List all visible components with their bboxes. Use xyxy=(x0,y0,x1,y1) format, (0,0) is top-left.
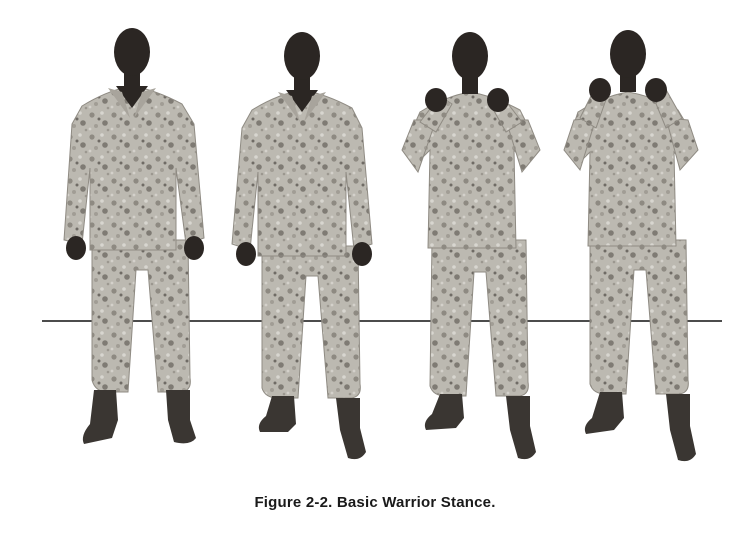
stance-figure-2 xyxy=(231,32,373,460)
stance-figure-1 xyxy=(63,28,205,444)
stance-figure-3 xyxy=(401,32,541,460)
figure-caption: Figure 2-2. Basic Warrior Stance. xyxy=(254,494,496,511)
stance-figure-4 xyxy=(563,30,699,462)
warrior-stance-figure xyxy=(42,28,722,462)
stance-illustration xyxy=(42,28,722,462)
